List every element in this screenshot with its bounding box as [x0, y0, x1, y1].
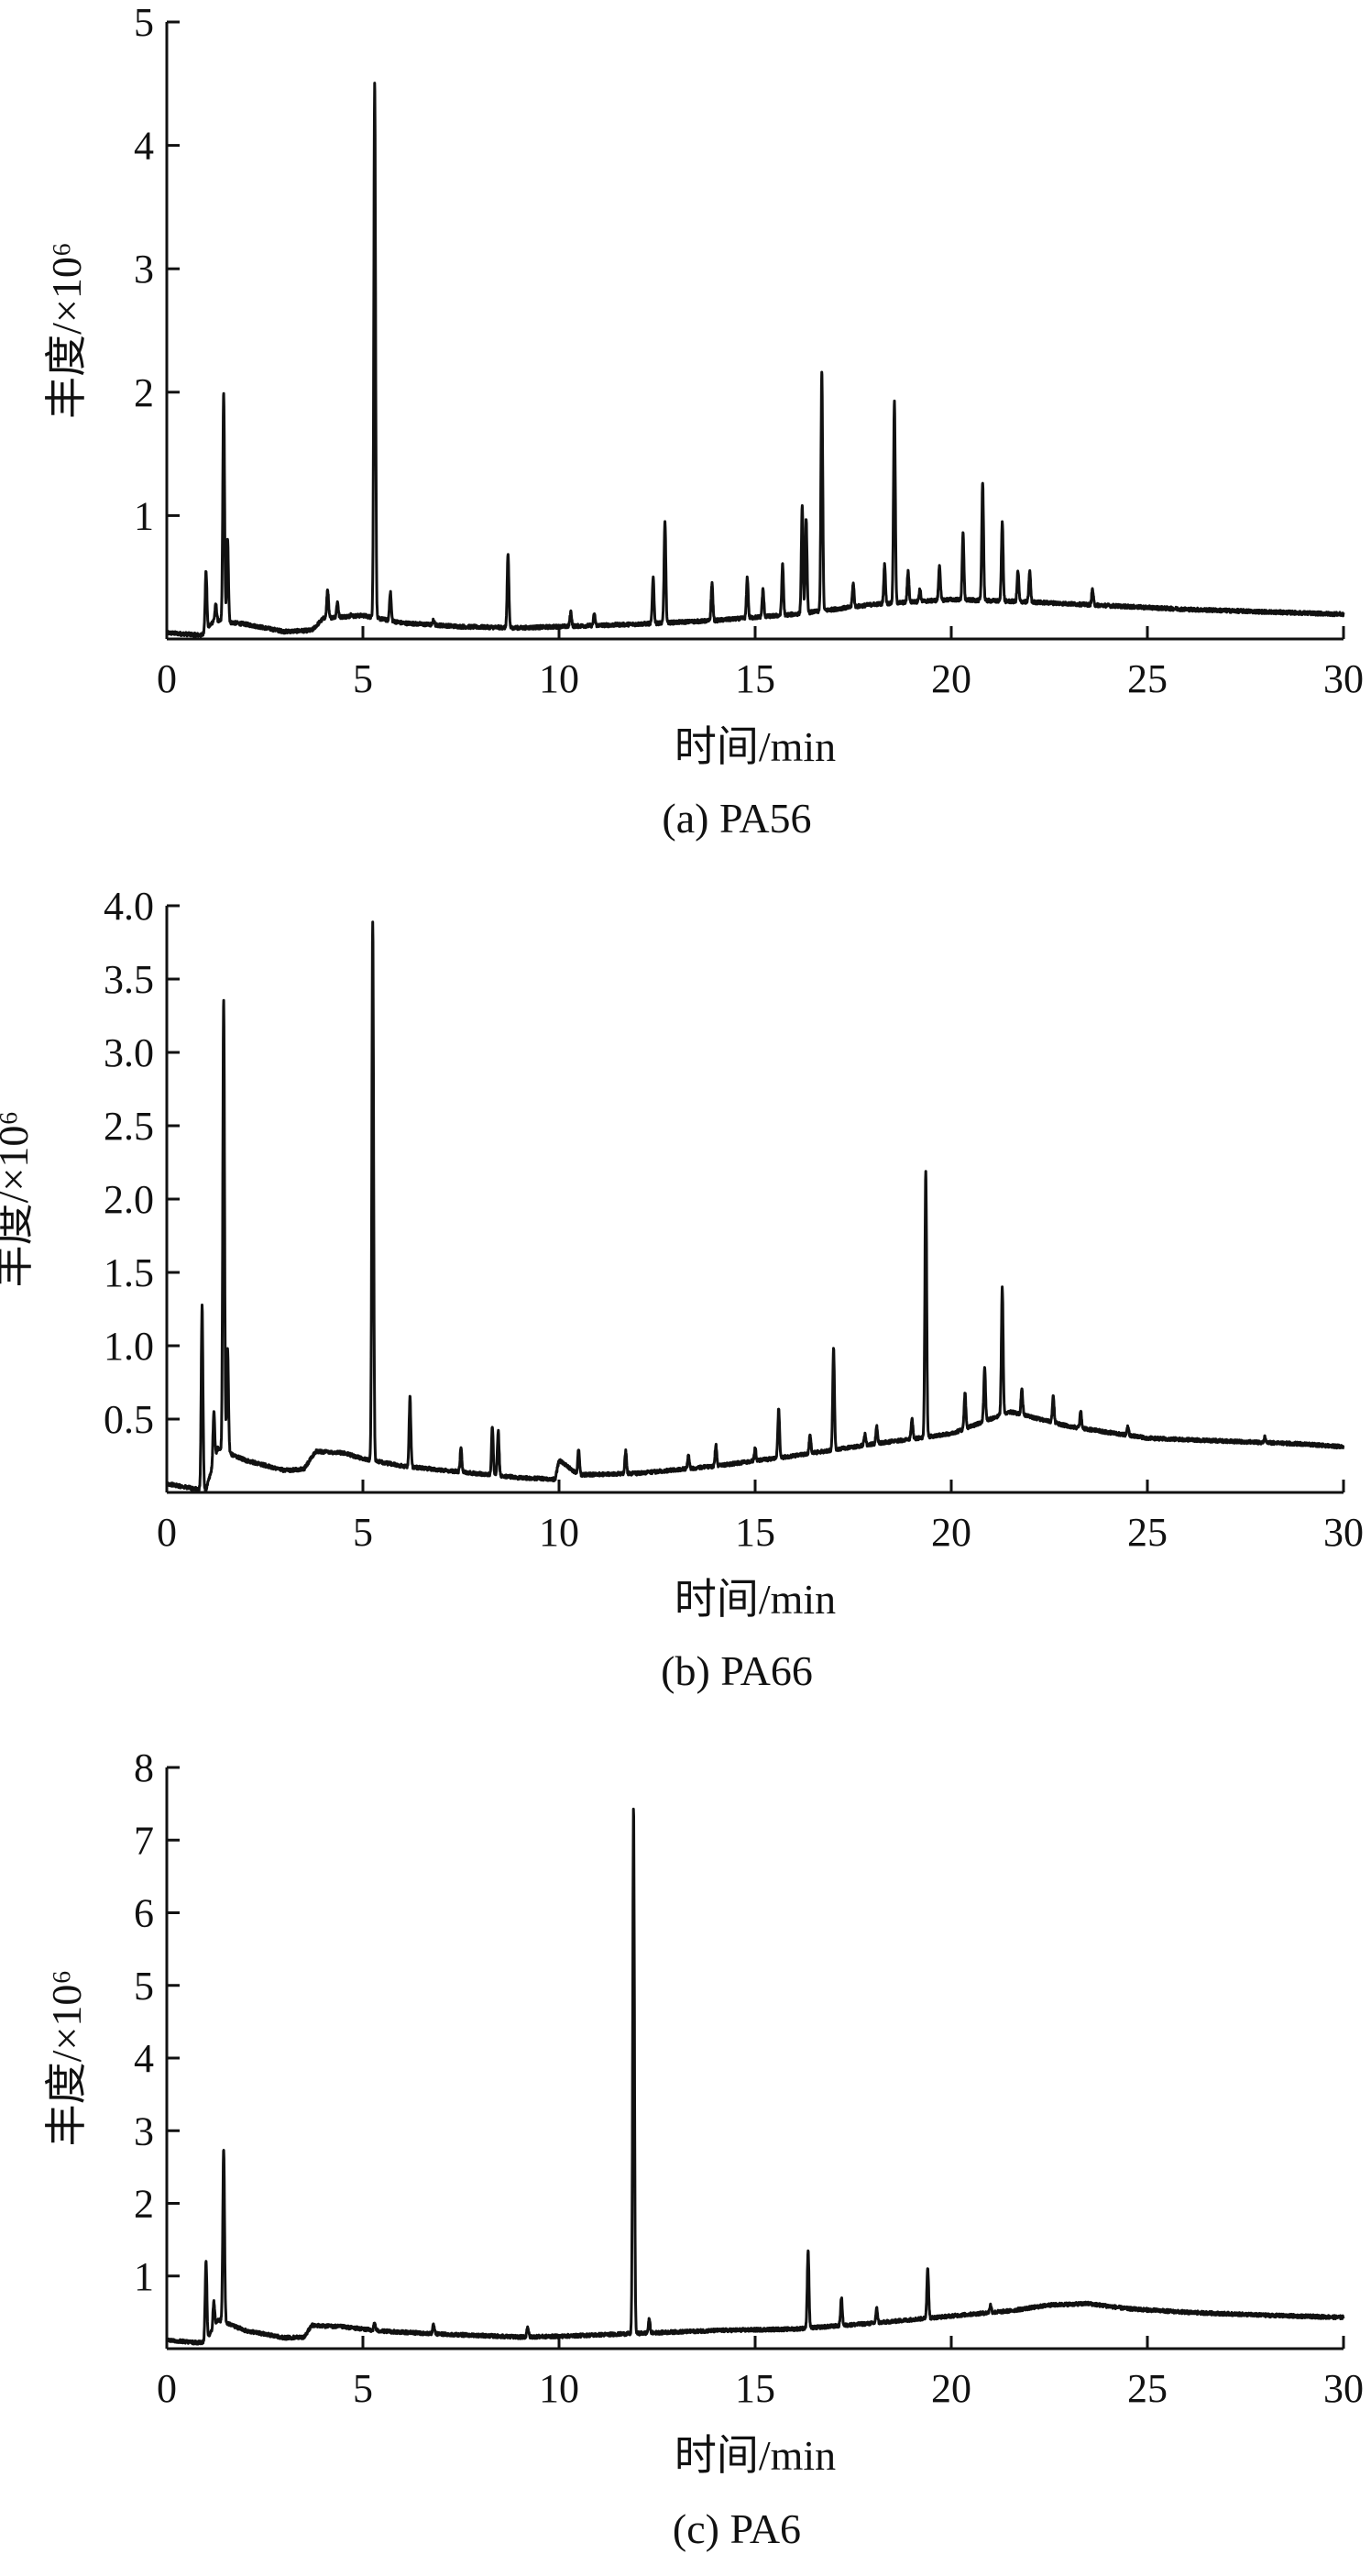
y-axis-title: 丰度/×10⁶ — [43, 242, 90, 419]
chart-svg-b: 0 5 10 15 20 25 30 0.5 1.0 1.5 2.0 2.5 3.0 3.5 4.0 时间/m… — [0, 884, 1364, 1694]
y-axis-title: 丰度/×10⁶ — [43, 1970, 90, 2147]
x-tick-label: 25 — [1127, 1510, 1168, 1555]
panel-caption: (b) PA66 — [661, 1647, 813, 1694]
y-tick-label: 2 — [134, 2182, 154, 2227]
x-tick-label: 10 — [539, 1510, 579, 1555]
y-tick-label: 1 — [134, 2254, 154, 2299]
x-tick-label: 15 — [735, 1510, 775, 1555]
x-tick-label: 20 — [931, 656, 971, 701]
x-tick-label: 0 — [157, 656, 177, 701]
y-tick-label: 3 — [134, 247, 154, 292]
x-axis-title: 时间/min — [675, 1576, 836, 1623]
y-axis-title: 丰度/×10⁶ — [0, 1111, 37, 1288]
chart-panel-a: 0 5 10 15 20 25 30 1 2 3 4 5 时间/min 丰度/×10⁶ (a) PA56 — [0, 0, 1371, 853]
x-tick-label: 15 — [735, 656, 775, 701]
chromatogram-trace-b — [165, 920, 1345, 1493]
y-tick-label: 1 — [134, 493, 154, 538]
y-tick-label: 2.5 — [104, 1104, 154, 1149]
x-tick-label: 20 — [931, 2366, 971, 2411]
chromatogram-trace-a — [165, 82, 1345, 638]
x-tick-label: 0 — [157, 2366, 177, 2411]
x-tick-label: 0 — [157, 1510, 177, 1555]
x-tick-label: 30 — [1323, 2366, 1364, 2411]
x-tick-label: 10 — [539, 656, 579, 701]
panel-caption: (a) PA56 — [662, 795, 811, 842]
panel-caption: (c) PA6 — [673, 2505, 801, 2552]
x-tick-label: 25 — [1127, 656, 1168, 701]
y-tick-label: 8 — [134, 1745, 154, 1790]
y-tick-label: 3.5 — [104, 957, 154, 1002]
y-tick-label: 1.0 — [104, 1324, 154, 1369]
y-tick-label: 4 — [134, 2036, 154, 2081]
x-tick-label: 30 — [1323, 1510, 1364, 1555]
x-tick-label: 30 — [1323, 656, 1364, 701]
y-tick-label: 4 — [134, 124, 154, 169]
y-tick-label: 3 — [134, 2108, 154, 2153]
y-tick-label: 1.5 — [104, 1250, 154, 1295]
x-tick-label: 5 — [353, 1510, 373, 1555]
y-tick-label: 2 — [134, 370, 154, 415]
y-tick-label: 5 — [134, 1964, 154, 2009]
y-tick-label: 0.5 — [104, 1397, 154, 1442]
y-tick-label: 3.0 — [104, 1030, 154, 1075]
x-tick-label: 5 — [353, 2366, 373, 2411]
chart-panel-c: 0 5 10 15 20 25 30 1 2 3 4 5 6 7 8 时间/min 丰度/×10⁶ (c) PA6 — [0, 1711, 1371, 2576]
x-tick-label: 20 — [931, 1510, 971, 1555]
y-tick-label: 5 — [134, 0, 154, 45]
chart-svg-c: 0 5 10 15 20 25 30 1 2 3 4 5 6 7 8 时间/min 丰度/×10⁶ (c) PA6 — [43, 1745, 1364, 2552]
chromatogram-trace-c — [165, 1807, 1345, 2346]
x-tick-label: 5 — [353, 656, 373, 701]
x-axis-title: 时间/min — [675, 2432, 836, 2479]
y-tick-label: 4.0 — [104, 884, 154, 929]
chart-svg-a: 0 5 10 15 20 25 30 1 2 3 4 5 时间/min 丰度/×10⁶ (a) PA56 — [43, 0, 1364, 842]
x-tick-label: 15 — [735, 2366, 775, 2411]
y-tick-label: 6 — [134, 1891, 154, 1936]
y-tick-label: 7 — [134, 1818, 154, 1863]
chart-panel-b: 0 5 10 15 20 25 30 0.5 1.0 1.5 2.0 2.5 3.0 3.5 4.0 时间/m… — [0, 853, 1371, 1711]
x-axis-title: 时间/min — [675, 723, 836, 770]
x-tick-label: 10 — [539, 2366, 579, 2411]
x-tick-label: 25 — [1127, 2366, 1168, 2411]
y-tick-label: 2.0 — [104, 1177, 154, 1222]
